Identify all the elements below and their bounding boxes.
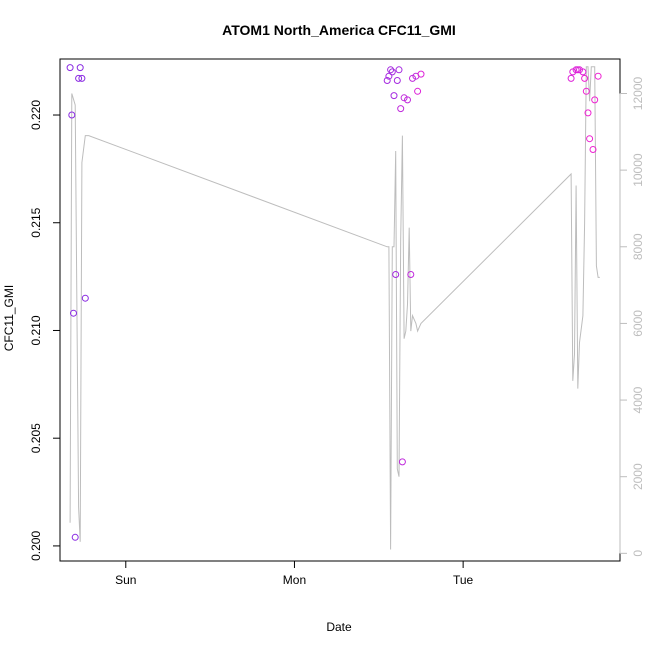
data-point [407, 271, 415, 278]
chart-title: ATOM1 North_America CFC11_GMI [222, 22, 456, 38]
data-point [76, 64, 84, 72]
data-point [581, 74, 589, 82]
y-tick-label: 0.210 [29, 315, 43, 345]
data-point [584, 109, 592, 117]
y-tick-label: 0.215 [29, 207, 43, 237]
data-point [388, 68, 396, 76]
data-point [589, 146, 597, 153]
data-point [579, 68, 587, 76]
data-point [404, 96, 411, 104]
data-point [390, 92, 398, 100]
data-point [383, 77, 391, 84]
data-point [78, 74, 86, 82]
data-point [68, 111, 76, 119]
y2-tick-label: 8000 [631, 233, 645, 260]
data-point [71, 533, 79, 541]
y-tick-label: 0.205 [29, 423, 43, 453]
data-point [576, 66, 583, 74]
axes: Sun Mon Tue 0.200 0.205 0.210 0.215 0.220 0 2000 4… [29, 76, 645, 587]
y2-tick-label: 0 [631, 550, 645, 557]
scatter-points [66, 64, 602, 541]
data-point [586, 135, 594, 143]
data-point [398, 458, 406, 466]
x-axis-label: Date [326, 620, 352, 634]
data-point [582, 87, 590, 95]
data-point [400, 94, 408, 102]
data-point [385, 72, 393, 80]
x-tick-label: Sun [115, 573, 136, 587]
y2-tick-label: 10000 [631, 153, 645, 187]
data-point [81, 294, 89, 302]
data-point [567, 74, 575, 82]
y2-tick-label: 2000 [631, 463, 645, 490]
y2-tick-label: 4000 [631, 386, 645, 413]
data-point [397, 105, 405, 113]
data-point [417, 70, 425, 78]
series-line [69, 66, 600, 550]
y-axis-label: CFC11_GMI [2, 285, 16, 351]
data-point [395, 66, 403, 74]
y2-tick-label: 12000 [631, 76, 645, 110]
data-point [393, 77, 401, 84]
data-point [70, 309, 77, 317]
grey-line-series [69, 66, 600, 550]
data-point [75, 74, 83, 82]
y-tick-label: 0.200 [29, 531, 43, 561]
x-tick-label: Tue [453, 573, 474, 587]
data-point [594, 72, 602, 80]
data-point [387, 66, 395, 74]
data-point [414, 87, 422, 95]
x-tick-label: Mon [283, 573, 306, 587]
data-point [591, 96, 599, 104]
y-tick-label: 0.220 [29, 100, 43, 130]
data-point [392, 271, 400, 278]
y2-tick-label: 6000 [631, 310, 645, 337]
data-point [66, 64, 74, 72]
